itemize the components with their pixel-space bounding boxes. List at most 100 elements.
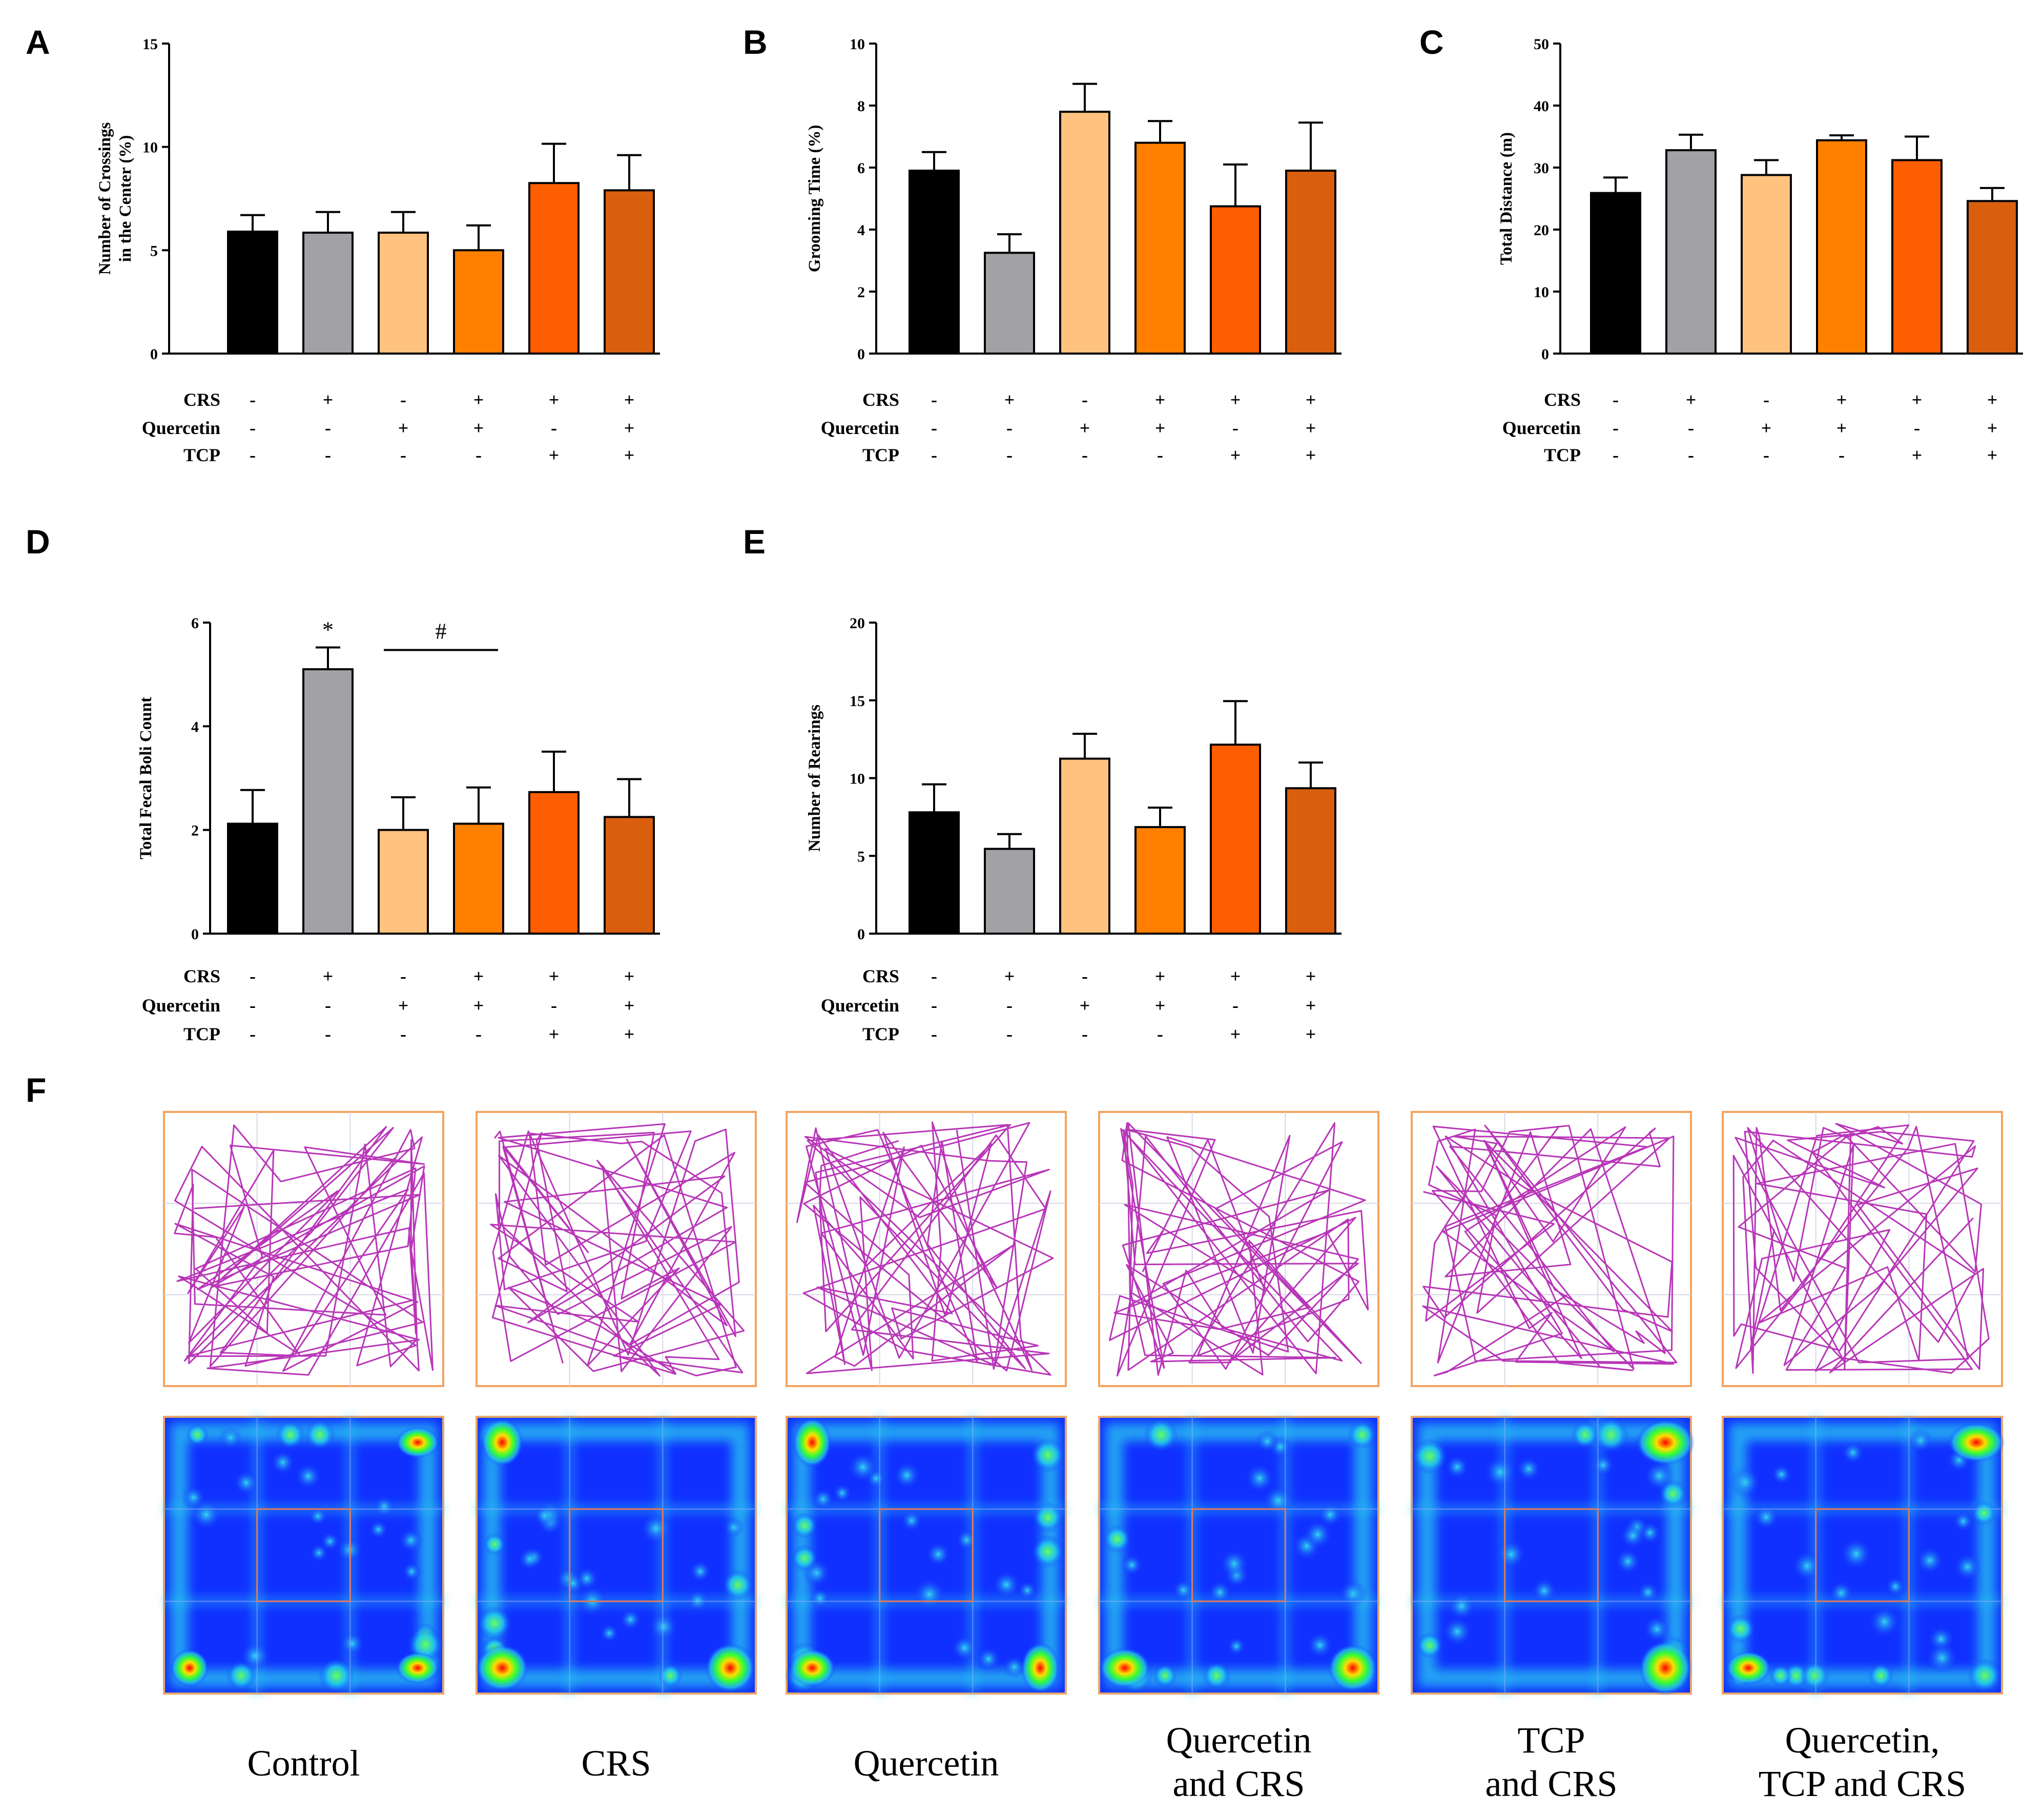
- heatmap-cool-spot: [1829, 1580, 1854, 1605]
- heatmap-warm-spot: [318, 1657, 355, 1694]
- heatmap-cool-spot: [812, 1488, 834, 1511]
- y-tick-label: 40: [1534, 98, 1549, 115]
- heatmap-cool-spot: [724, 1517, 745, 1538]
- heatmap-cool-spot: [689, 1560, 711, 1582]
- heatmap-warm-spot: [722, 1569, 754, 1601]
- condition-row-label: CRS: [862, 966, 899, 986]
- y-tick-label: 0: [150, 346, 158, 363]
- heatmap: [163, 1416, 444, 1695]
- condition-sign: -: [325, 995, 331, 1016]
- heatmap-warm-spot: [1031, 1535, 1065, 1569]
- heatmap-cool-spot: [640, 1512, 672, 1544]
- heatmap-cool-spot: [399, 1528, 423, 1553]
- heatmap-cool-spot: [1318, 1502, 1343, 1527]
- heatmap-cool-spot: [1729, 1466, 1761, 1498]
- heatmap-cool-spot: [1615, 1549, 1641, 1575]
- condition-sign: -: [250, 418, 256, 438]
- heatmap-warm-spot: [1592, 1416, 1629, 1453]
- condition-sign: +: [1080, 995, 1090, 1016]
- condition-sign: -: [400, 966, 406, 986]
- condition-sign: -: [1082, 389, 1088, 410]
- heatmap-cool-spot: [374, 1496, 395, 1518]
- heatmap-cool-spot: [233, 1470, 259, 1496]
- y-tick-label: 10: [142, 139, 158, 156]
- condition-row-label: Quercetin: [821, 995, 899, 1016]
- heatmap-warm-spot: [1971, 1500, 1997, 1526]
- condition-sign: +: [1230, 445, 1241, 465]
- bar: [604, 816, 655, 935]
- track-plot: [476, 1111, 757, 1387]
- heatmap-warm-spot: [1202, 1661, 1231, 1690]
- heatmap-warm-spot: [1411, 1438, 1448, 1475]
- condition-row-label: TCP: [862, 1024, 899, 1044]
- track-frame: [1411, 1111, 1692, 1387]
- track-plot: [163, 1111, 444, 1387]
- heatmap-hot-spot: [170, 1649, 209, 1687]
- y-tick-label: 10: [1534, 284, 1549, 301]
- heatmap-cool-spot: [562, 1572, 584, 1595]
- group-name-label: Quercetin: [854, 1743, 999, 1784]
- heatmap-cool-spot: [1953, 1511, 1974, 1532]
- y-tick-label: 6: [857, 160, 865, 177]
- y-tick-label: 6: [191, 615, 199, 632]
- condition-sign: -: [1914, 418, 1920, 438]
- heatmap-perimeter-glow: [1418, 1423, 1684, 1687]
- condition-sign: -: [1688, 418, 1694, 438]
- chart-crossings-center: 0 5 10 15 Number of Crossings in the Center (…: [96, 36, 660, 465]
- heatmap-cool-spot: [1442, 1616, 1473, 1647]
- bar: [302, 668, 354, 935]
- condition-sign: -: [1688, 445, 1694, 465]
- bar: [528, 182, 580, 355]
- heatmap-warm-spot: [658, 1663, 683, 1688]
- bar: [378, 232, 429, 355]
- heatmap-hot-spot: [1638, 1640, 1692, 1696]
- condition-sign: -: [931, 389, 937, 410]
- heatmap-cool-spot: [1018, 1581, 1037, 1600]
- condition-sign: -: [1763, 389, 1769, 410]
- heatmap-cool-spot: [913, 1578, 946, 1611]
- heatmap-cool-spot: [1447, 1592, 1476, 1621]
- chart-fecal-boli: 0 2 4 6 Total Fecal Boli Count CRS - + - + + + Querc…: [137, 615, 660, 1044]
- movement-track: [796, 1121, 1054, 1376]
- condition-sign: +: [1306, 995, 1316, 1016]
- bar: [984, 252, 1035, 355]
- group-name-label: and CRS: [1172, 1763, 1305, 1804]
- condition-sign: -: [551, 418, 557, 438]
- bar: [302, 232, 354, 355]
- bar: [1210, 744, 1261, 935]
- heatmap-cool-spot: [1868, 1605, 1901, 1638]
- y-tick-label: 0: [1541, 346, 1549, 363]
- bar: [227, 822, 278, 935]
- condition-sign: -: [1613, 418, 1619, 438]
- condition-row-label: TCP: [183, 445, 220, 465]
- heatmap-warm-spot: [1967, 1658, 2002, 1693]
- heatmap-hot-spot: [1099, 1647, 1151, 1688]
- heatmap-cool-spot: [1953, 1553, 1981, 1581]
- y-tick-label: 2: [191, 822, 199, 839]
- heatmap-warm-spot: [1571, 1421, 1599, 1449]
- y-tick-label: 8: [857, 98, 865, 115]
- condition-row-label: Quercetin: [142, 418, 220, 438]
- condition-sign: +: [624, 445, 635, 465]
- condition-sign: -: [250, 966, 256, 986]
- y-tick-label: 0: [857, 346, 865, 363]
- bar: [604, 189, 655, 355]
- condition-sign: -: [476, 1024, 482, 1044]
- heatmap-cool-spot: [1915, 1546, 1944, 1575]
- group-name-label: Quercetin,: [1785, 1720, 1940, 1761]
- condition-sign: -: [1157, 1024, 1163, 1044]
- bar: [453, 822, 504, 935]
- condition-sign: +: [549, 1024, 560, 1044]
- panel-label-e: E: [743, 523, 766, 561]
- bar: [1134, 141, 1186, 355]
- heatmap-cool-spot: [956, 1529, 977, 1551]
- heatmap-hot-spot: [705, 1643, 755, 1693]
- heatmap-cool-spot: [1338, 1579, 1368, 1608]
- y-axis-label: Total Fecal Boli Count: [137, 697, 155, 859]
- heatmap-cool-spot: [1220, 1549, 1249, 1578]
- y-tick-label: 20: [1534, 222, 1549, 239]
- track-plot: [1411, 1111, 1692, 1387]
- heatmap-cool-spot: [1885, 1577, 1906, 1597]
- heatmap-warm-spot: [1032, 1501, 1064, 1533]
